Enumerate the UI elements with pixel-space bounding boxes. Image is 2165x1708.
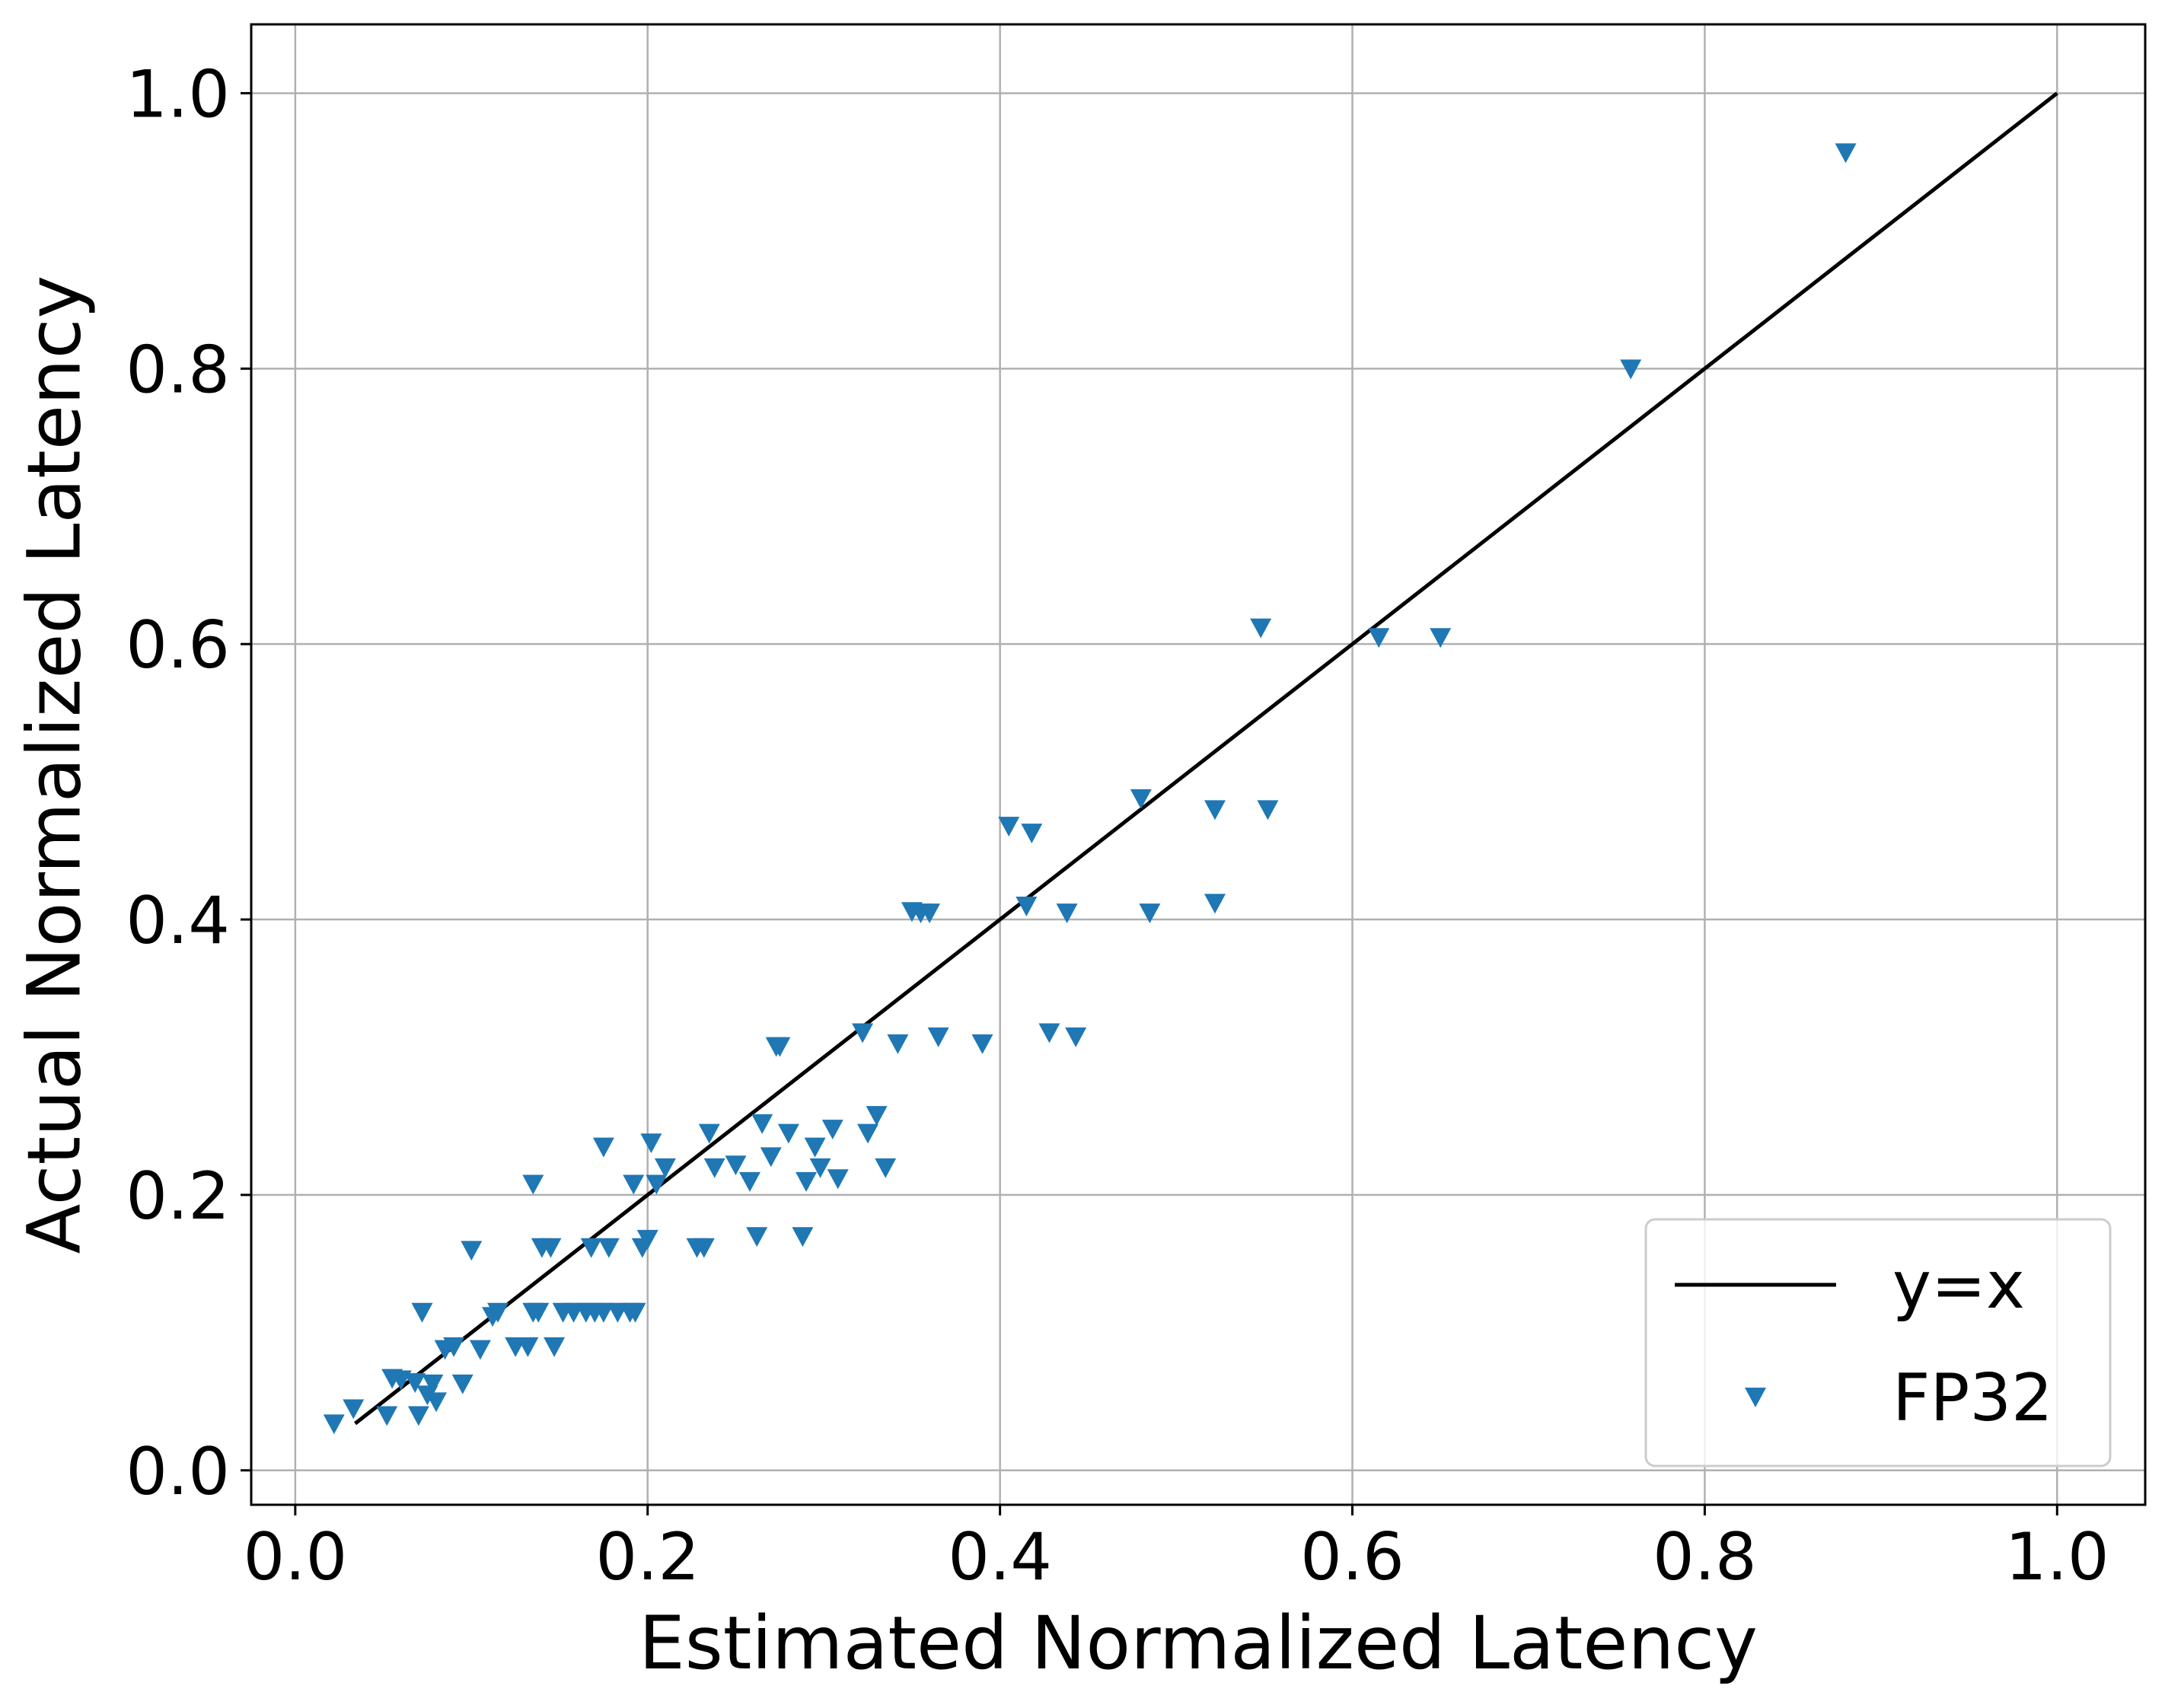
x-tick-label: 0.6 <box>1300 1519 1405 1595</box>
fp32-point <box>404 1373 426 1393</box>
legend-label-y-equals-x: y=x <box>1892 1248 2025 1324</box>
series-fp32 <box>323 143 1857 1435</box>
legend-label-fp32: FP32 <box>1892 1360 2053 1436</box>
fp32-point <box>451 1374 473 1394</box>
x-tick-label: 0.8 <box>1653 1519 1757 1595</box>
fp32-point <box>809 1158 831 1178</box>
fp32-point <box>1620 359 1642 380</box>
fp32-point <box>1250 618 1272 639</box>
fp32-point <box>580 1238 602 1258</box>
y-equals-x-line <box>354 91 2058 1426</box>
y-tick-label: 0.0 <box>126 1434 230 1510</box>
legend: y=x FP32 <box>1644 1218 2112 1467</box>
fp32-point <box>693 1238 715 1258</box>
x-tick-labels: 0.0 0.2 0.4 0.6 0.8 1.0 <box>243 1519 2109 1595</box>
fp32-point <box>623 1174 645 1195</box>
x-tick-label: 1.0 <box>2005 1519 2109 1595</box>
fp32-point <box>640 1133 662 1154</box>
fp32-point <box>751 1114 773 1134</box>
y-tick-label: 0.6 <box>126 607 230 684</box>
fp32-point <box>1056 903 1078 923</box>
y-tick-label: 0.4 <box>126 883 230 959</box>
fp32-point <box>927 1027 949 1047</box>
fp32-point <box>592 1137 614 1158</box>
fp32-point <box>919 903 941 923</box>
fp32-point <box>522 1174 544 1195</box>
fp32-point <box>1257 800 1279 821</box>
y-tick-labels: 0.0 0.2 0.4 0.6 0.8 1.0 <box>126 56 230 1509</box>
fp32-point <box>875 1158 897 1178</box>
fp32-point <box>443 1337 465 1357</box>
fp32-point <box>592 1302 614 1323</box>
fp32-point <box>1368 628 1390 648</box>
fp32-point <box>738 1171 760 1192</box>
fp32-point <box>1204 894 1226 914</box>
axis-ticks <box>241 91 2058 1515</box>
fp32-point <box>1139 903 1161 923</box>
fp32-point <box>636 1229 658 1250</box>
y-axis-label: Actual Normalized Latency <box>11 276 97 1254</box>
y-tick-label: 0.8 <box>126 332 230 408</box>
fp32-point <box>827 1169 849 1190</box>
fp32-point <box>1835 143 1857 164</box>
x-tick-label: 0.2 <box>595 1519 700 1595</box>
fp32-point <box>866 1106 888 1126</box>
fp32-point <box>887 1034 909 1054</box>
fp32-point <box>703 1158 725 1178</box>
fp32-point <box>624 1302 646 1323</box>
fp32-point <box>769 1037 791 1057</box>
fp32-point <box>407 1406 429 1426</box>
fp32-point <box>422 1374 444 1394</box>
fp32-point <box>544 1337 566 1357</box>
fp32-point <box>1430 628 1452 648</box>
plot-frame <box>250 23 2147 1506</box>
fp32-point <box>725 1155 747 1176</box>
fp32-point <box>1204 800 1226 821</box>
fp32-point <box>461 1241 483 1261</box>
fp32-point <box>760 1147 782 1168</box>
fp32-point <box>654 1158 676 1178</box>
fp32-point <box>821 1120 843 1140</box>
fp32-point <box>540 1238 562 1258</box>
fp32-point <box>852 1023 874 1044</box>
fp32-point <box>1038 1023 1060 1044</box>
y-tick-label: 1.0 <box>126 56 230 132</box>
x-tick-label: 0.0 <box>243 1519 347 1595</box>
fp32-point <box>376 1406 398 1426</box>
fp32-point <box>411 1302 433 1323</box>
legend-box <box>1644 1218 2112 1467</box>
legend-marker-swatch <box>1745 1388 1766 1407</box>
fp32-point <box>998 817 1020 837</box>
fp32-point <box>487 1302 509 1323</box>
fp32-point <box>469 1340 491 1360</box>
y-tick-label: 0.2 <box>126 1158 230 1235</box>
grid <box>251 24 2145 1505</box>
fp32-point <box>777 1123 799 1144</box>
x-axis-label: Estimated Normalized Latency <box>639 1601 1758 1686</box>
fp32-point <box>1016 897 1038 916</box>
fp32-point <box>323 1414 345 1435</box>
fp32-point <box>971 1034 993 1054</box>
fp32-point <box>698 1123 720 1144</box>
x-tick-label: 0.4 <box>948 1519 1052 1595</box>
fp32-point <box>598 1238 620 1258</box>
fp32-point <box>746 1227 768 1248</box>
fp32-point <box>1130 789 1152 809</box>
fp32-point <box>1065 1027 1087 1047</box>
fp32-point <box>857 1123 879 1144</box>
fp32-point <box>528 1302 550 1323</box>
fp32-point <box>796 1171 818 1192</box>
fp32-point <box>804 1137 826 1158</box>
fp32-point <box>426 1392 448 1413</box>
fp32-point <box>517 1337 539 1357</box>
fp32-point <box>792 1227 814 1248</box>
fp32-point <box>1021 824 1043 844</box>
fp32-point <box>646 1174 668 1195</box>
series-y-equals-x <box>354 91 2058 1426</box>
fp32-point <box>343 1399 365 1420</box>
